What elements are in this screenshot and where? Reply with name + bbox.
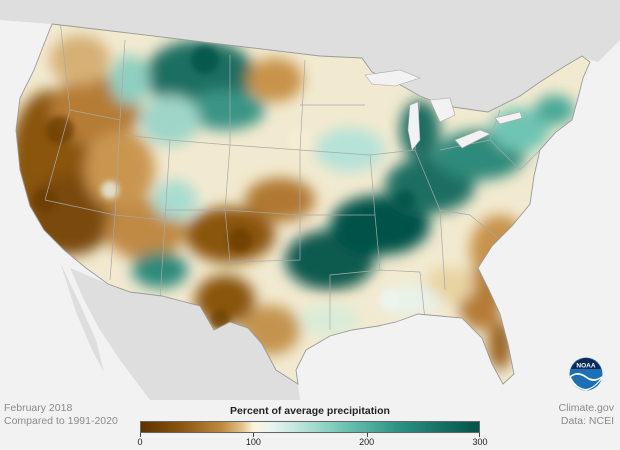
canada-land — [0, 0, 620, 112]
legend-color-bar — [140, 421, 480, 433]
state-borders — [44, 24, 541, 330]
legend-tick-mark — [479, 433, 480, 437]
noaa-logo-text: NOAA — [576, 363, 595, 370]
legend-title: Percent of average precipitation — [230, 405, 390, 417]
data-credit: Data: NCEI — [560, 415, 614, 427]
legend-tick-mark — [253, 433, 255, 437]
legend-tick-mark — [366, 433, 368, 437]
map-svg — [0, 0, 620, 400]
map-date: February 2018 — [4, 402, 73, 414]
legend-tick-mark — [140, 433, 141, 437]
footer-right: Climate.gov Data: NCEI — [559, 402, 614, 428]
noaa-logo-icon: NOAA — [569, 357, 603, 391]
precipitation-map — [0, 0, 620, 400]
footer-left: February 2018 Compared to 1991-2020 — [4, 402, 118, 428]
mexico-land — [70, 268, 300, 400]
baseline-period: Compared to 1991-2020 — [4, 415, 118, 427]
baja-peninsula — [60, 262, 104, 372]
great-lakes — [364, 69, 523, 151]
legend-tick-label: 0 — [137, 437, 143, 447]
legend-tick-label: 200 — [359, 437, 375, 447]
legend-tick-label: 300 — [472, 437, 488, 447]
noaa-logo: NOAA — [569, 357, 603, 391]
legend-tick-label: 100 — [245, 437, 261, 447]
source-credit: Climate.gov — [558, 402, 614, 414]
